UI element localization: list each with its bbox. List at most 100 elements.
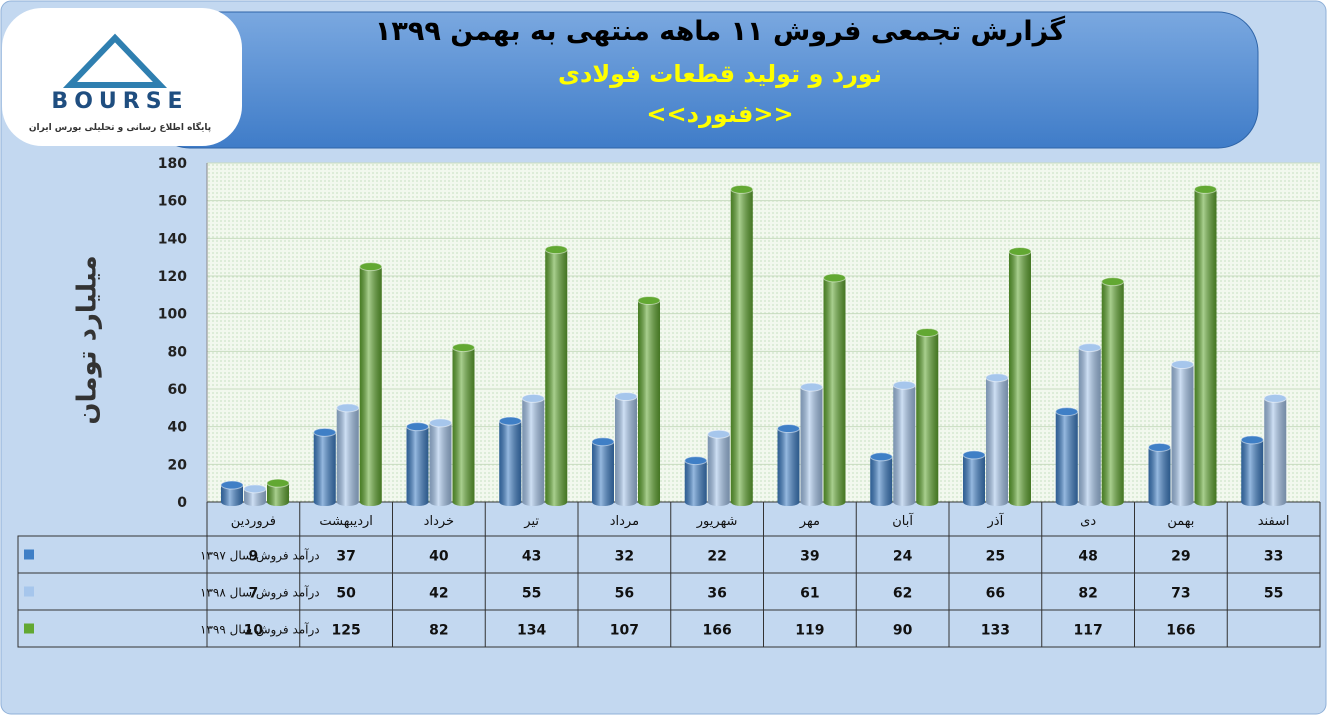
bar-shine	[684, 456, 707, 506]
bar-shine	[1241, 435, 1264, 506]
bar-cap	[684, 456, 708, 466]
bar-shine	[499, 417, 522, 506]
data-label: 73	[1171, 586, 1190, 602]
data-label: 62	[893, 586, 912, 602]
bar-shine	[823, 273, 846, 506]
bar-shine	[1009, 247, 1031, 506]
bar-shine	[429, 418, 452, 506]
symbol: <<فنورد>>	[646, 100, 793, 128]
logo-subtitle: پایگاه اطلاع رسانی و تحلیلی بورس ایران	[29, 121, 211, 133]
bar-shine	[406, 422, 429, 506]
bar-cap	[1055, 407, 1079, 417]
bar-shine	[1078, 343, 1101, 506]
data-label: 43	[522, 549, 541, 565]
data-label: 117	[1074, 623, 1103, 639]
x-tick-label: مهر	[799, 514, 820, 529]
data-label: 125	[332, 623, 361, 639]
data-label: 40	[429, 549, 449, 565]
bar-shine	[359, 262, 382, 506]
bar-shine	[800, 383, 823, 506]
bar-cap	[359, 262, 383, 272]
data-label: 50	[336, 586, 356, 602]
bar-cap	[777, 424, 800, 434]
bar-shine	[336, 403, 359, 506]
data-label: 90	[893, 623, 913, 639]
data-label: 9	[249, 549, 259, 565]
bar-shine	[638, 296, 660, 506]
bar-cap	[1171, 360, 1194, 370]
bar-cap	[591, 437, 615, 447]
legend-swatch	[24, 623, 34, 634]
x-tick-label: تیر	[523, 514, 539, 529]
bar-shine	[313, 428, 336, 506]
bar-cap	[800, 382, 823, 392]
bar-cap	[1008, 247, 1032, 257]
data-label: 7	[249, 586, 259, 602]
bar-cap	[406, 422, 429, 432]
bar-cap	[1263, 393, 1287, 403]
x-tick-label: اسفند	[1258, 514, 1290, 529]
bar-shine	[730, 185, 753, 506]
y-tick-label: 140	[158, 231, 187, 247]
bar-cap	[429, 418, 452, 428]
x-tick-label: آذر	[987, 512, 1005, 529]
legend-label: درآمد فروش سال ۱۳۹۷	[200, 548, 320, 564]
legend-swatch	[24, 549, 34, 560]
bar-cap	[266, 478, 290, 488]
data-label: 82	[1078, 586, 1097, 602]
y-tick-label: 180	[158, 156, 187, 172]
data-label: 24	[893, 549, 913, 565]
bar-shine	[452, 343, 475, 506]
data-label: 55	[522, 586, 541, 602]
data-label: 61	[800, 586, 819, 602]
data-label: 29	[1171, 549, 1190, 565]
bar-shine	[1055, 407, 1078, 506]
x-tick-label: اردیبهشت	[319, 514, 373, 529]
bar-cap	[730, 184, 754, 194]
bar-cap	[637, 295, 661, 305]
bar-cap	[336, 403, 360, 413]
bar-shine	[893, 381, 916, 506]
data-label: 37	[336, 549, 355, 565]
y-tick-label: 120	[158, 269, 187, 285]
data-label: 25	[986, 549, 1005, 565]
legend-swatch	[24, 586, 34, 597]
bar-shine	[522, 394, 545, 506]
bar-cap	[452, 343, 475, 353]
x-tick-label: خرداد	[424, 514, 454, 529]
data-label: 56	[615, 586, 634, 602]
bar-cap	[985, 373, 1009, 383]
data-label: 107	[610, 623, 639, 639]
data-label: 10	[244, 623, 264, 639]
bar-cap	[1194, 184, 1217, 194]
bar-cap	[962, 450, 986, 460]
x-tick-label: آبان	[892, 512, 914, 529]
data-label: 32	[615, 549, 634, 565]
bar-shine	[1148, 443, 1171, 506]
logo-text: BOURSE	[51, 89, 188, 114]
x-tick-label: دی	[1080, 514, 1096, 529]
x-tick-label: شهریور	[696, 514, 738, 529]
bar-shine	[777, 424, 800, 506]
chart-title: گزارش تجمعی فروش ۱۱ ماهه منتهی به بهمن ۱…	[375, 15, 1065, 47]
y-tick-label: 20	[168, 457, 188, 473]
bar-shine	[986, 373, 1008, 506]
bar-cap	[892, 380, 916, 390]
chart-subtitle: نورد و تولید قطعات فولادی	[558, 60, 882, 88]
bar-cap	[1078, 343, 1102, 353]
plot-area	[207, 163, 1320, 502]
data-label: 36	[707, 586, 726, 602]
bar-shine	[1264, 394, 1287, 506]
y-tick-label: 40	[168, 420, 188, 436]
bar-shine	[916, 328, 939, 506]
bar-cap	[823, 273, 846, 283]
legend-label: درآمد فروش سال ۱۳۹۸	[200, 585, 320, 601]
bar-shine	[615, 392, 637, 506]
bar-shine	[870, 452, 893, 506]
data-label: 119	[795, 623, 824, 639]
data-label: 134	[517, 623, 546, 639]
bar-cap	[614, 392, 638, 402]
data-label: 133	[981, 623, 1010, 639]
data-label: 33	[1264, 549, 1283, 565]
